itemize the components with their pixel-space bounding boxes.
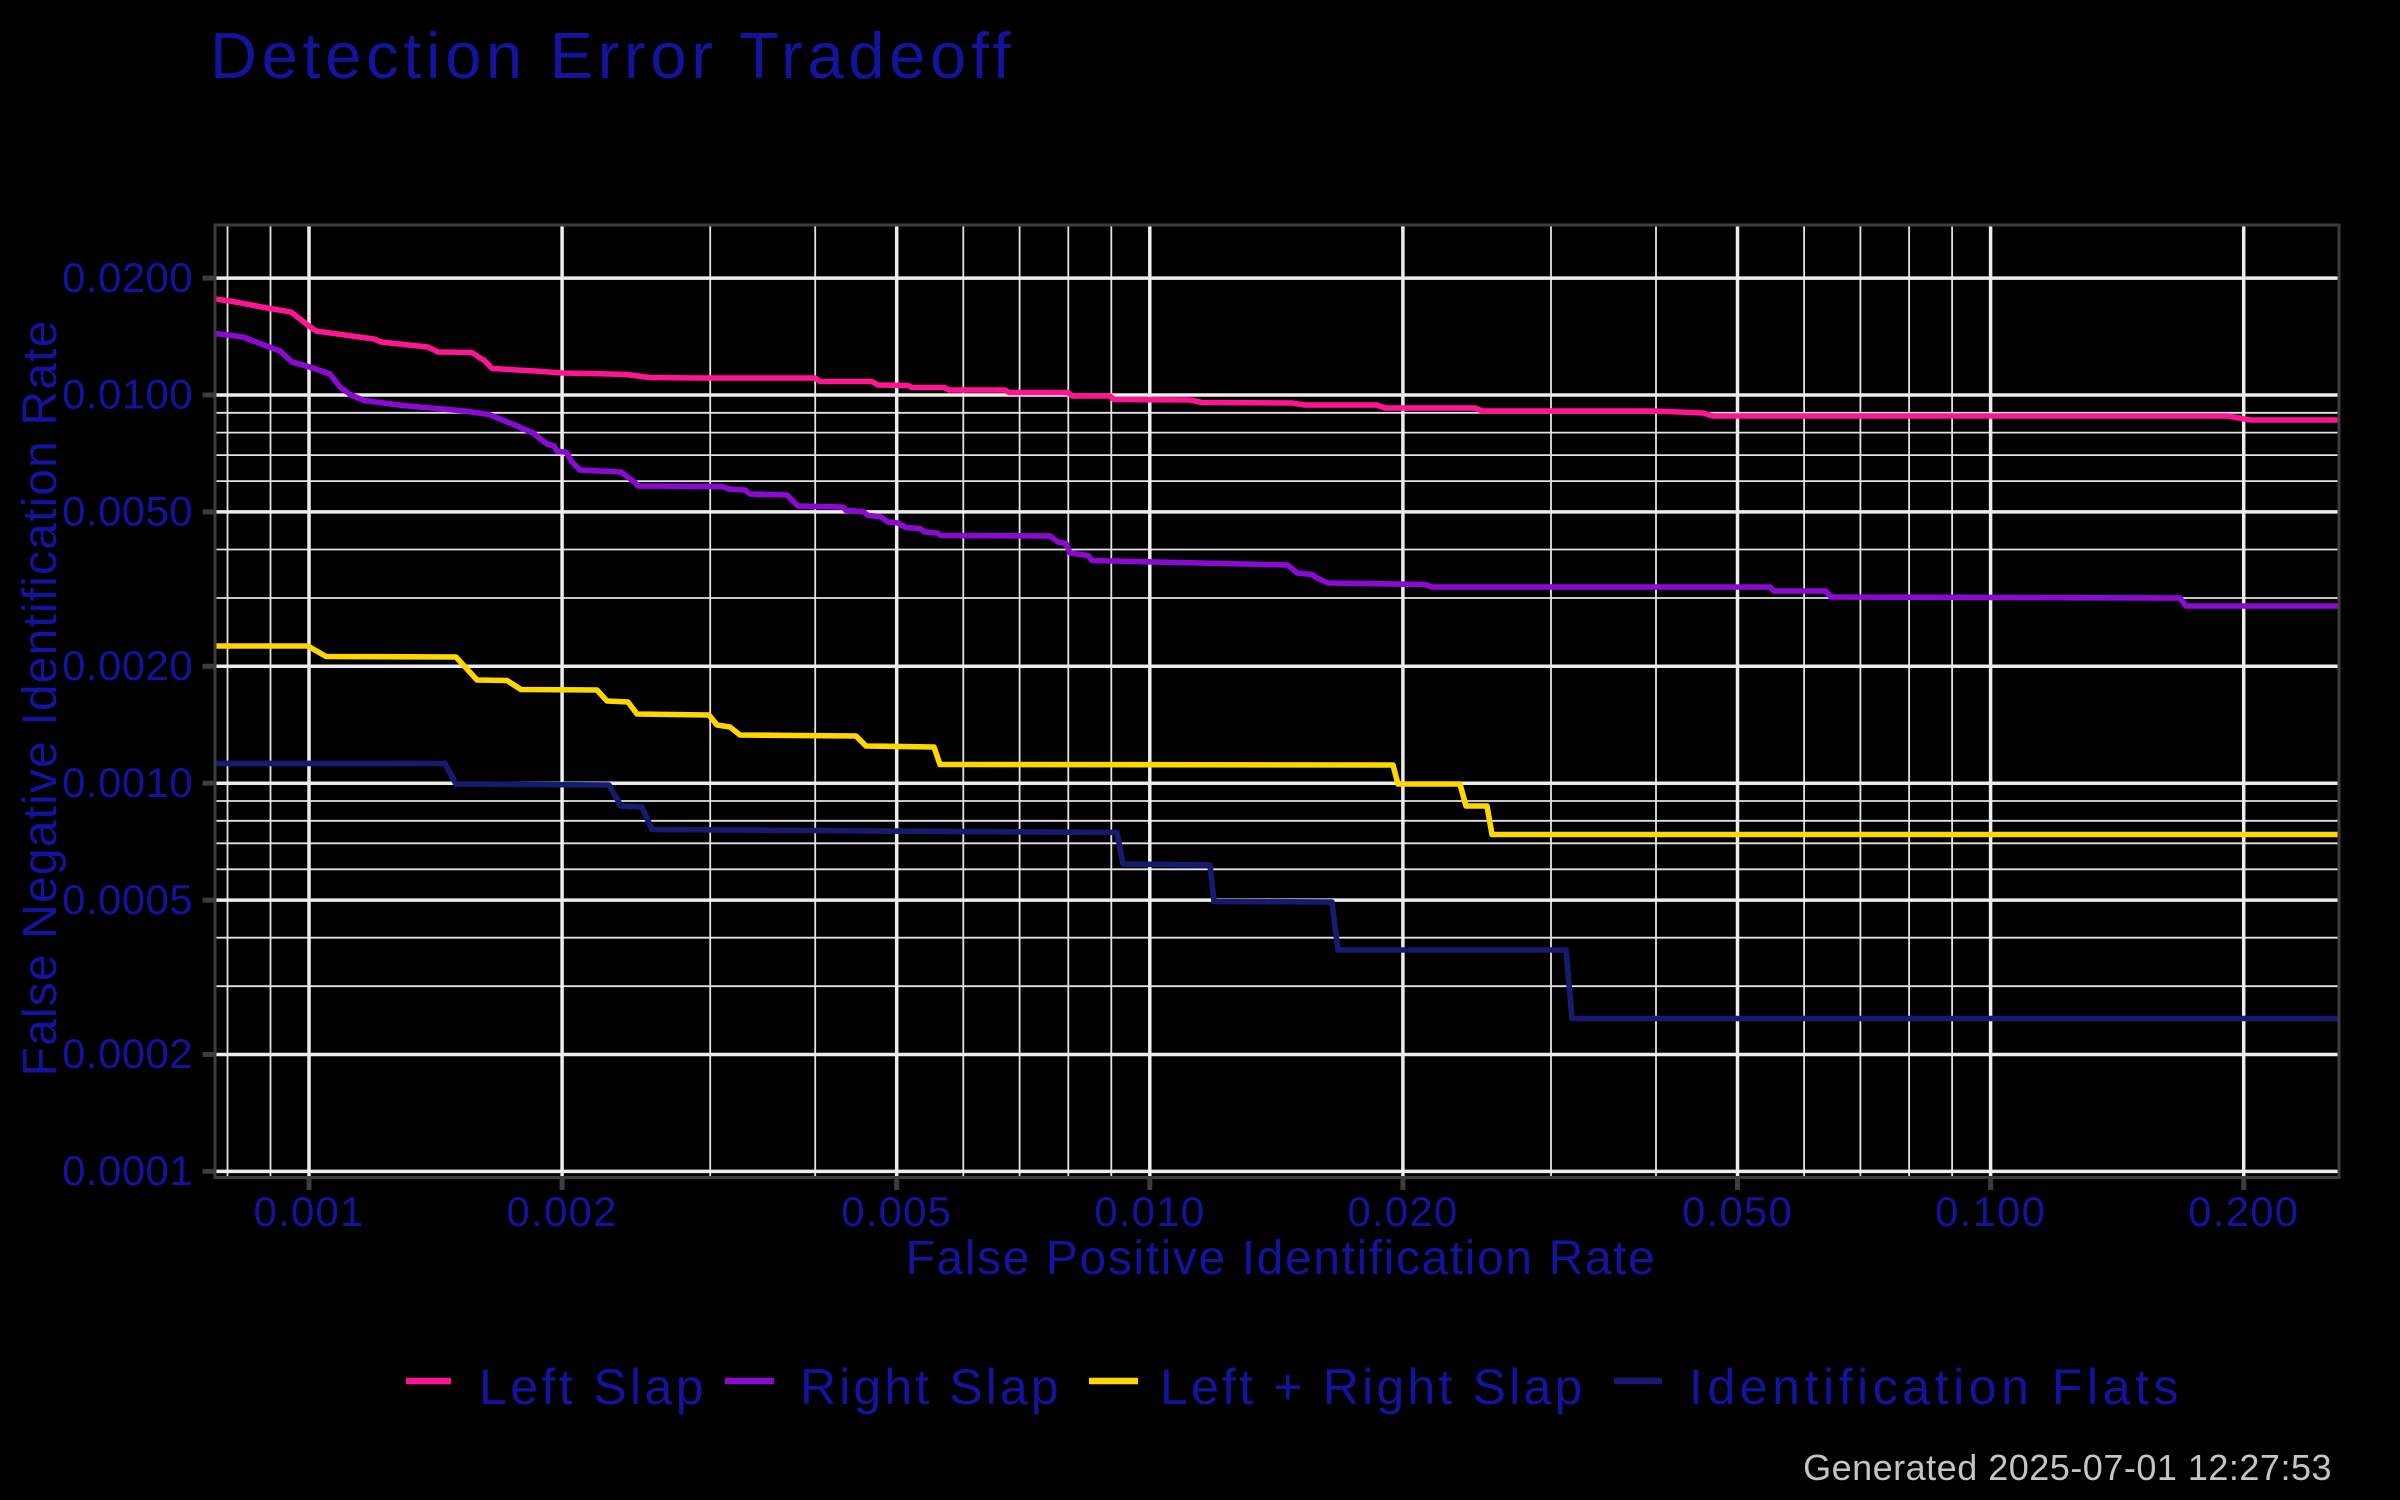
svg-text:0.001: 0.001: [253, 1188, 364, 1235]
svg-text:0.0050: 0.0050: [62, 488, 193, 535]
svg-text:0.200: 0.200: [2188, 1188, 2299, 1235]
svg-text:Generated 2025-07-01 12:27:53: Generated 2025-07-01 12:27:53: [1803, 1447, 2332, 1488]
svg-text:0.0020: 0.0020: [62, 642, 193, 689]
svg-text:0.020: 0.020: [1347, 1188, 1458, 1235]
svg-text:0.050: 0.050: [1682, 1188, 1793, 1235]
svg-text:0.100: 0.100: [1935, 1188, 2046, 1235]
svg-text:0.005: 0.005: [841, 1188, 952, 1235]
svg-text:Left Slap: Left Slap: [479, 1359, 707, 1415]
svg-text:0.0010: 0.0010: [62, 759, 193, 806]
svg-text:0.0100: 0.0100: [62, 371, 193, 418]
svg-text:Identification Flats: Identification Flats: [1689, 1359, 2183, 1415]
svg-text:False Positive Identification: False Positive Identification Rate: [906, 1232, 1657, 1285]
svg-text:0.0002: 0.0002: [62, 1030, 193, 1077]
svg-text:Right Slap: Right Slap: [800, 1359, 1062, 1415]
svg-text:0.002: 0.002: [507, 1188, 618, 1235]
svg-text:Left + Right Slap: Left + Right Slap: [1160, 1359, 1585, 1415]
svg-text:0.0200: 0.0200: [62, 254, 193, 301]
svg-text:0.010: 0.010: [1094, 1188, 1205, 1235]
svg-text:False Negative Identification: False Negative Identification Rate: [14, 320, 67, 1077]
svg-text:0.0001: 0.0001: [62, 1147, 193, 1194]
svg-text:0.0005: 0.0005: [62, 876, 193, 923]
svg-text:Detection Error Tradeoff: Detection Error Tradeoff: [210, 19, 1015, 92]
